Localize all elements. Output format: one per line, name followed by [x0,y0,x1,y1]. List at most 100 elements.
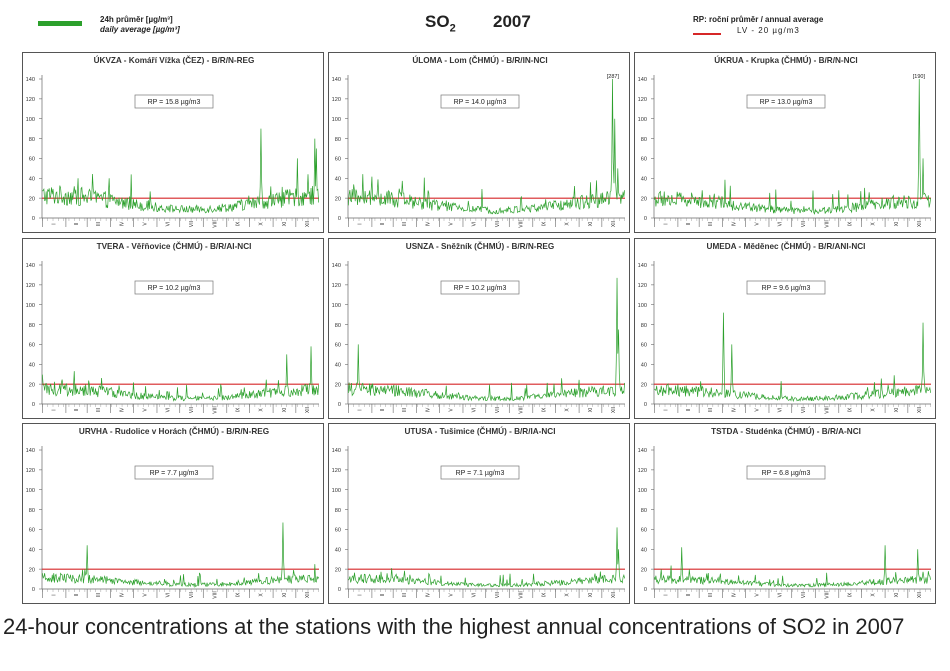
legend-daily-label-en: daily average [µg/m³] [100,25,180,34]
x-month-label: XI [894,593,900,598]
x-month-label: II [74,594,80,597]
rp-box [134,465,214,480]
x-month-label: X [871,408,877,412]
y-tick-label: 100 [26,303,35,309]
y-tick-label: 40 [335,547,341,553]
x-month-label: VII [495,407,501,413]
x-month-label: VII [189,407,195,413]
x-month-label: XII [305,221,311,227]
x-month-label: XII [611,407,617,413]
x-month-label: III [708,222,714,226]
rp-label: RP = 10.2 µg/m3 [454,285,507,292]
x-month-label: V [755,408,761,412]
y-tick-label: 60 [29,157,35,163]
x-month-label: II [686,223,692,226]
x-month-label: IX [542,221,548,226]
x-month-label: VIII [518,220,524,228]
station-chart-svg: USNZA - Sněžník (ČHMÚ) - B/R/N-REG 0 20 40 6… [332,240,625,414]
x-month-label: X [259,408,265,412]
x-month-label: XII [917,407,923,413]
x-month-label: XI [588,222,594,227]
y-tick-label: 80 [335,137,341,143]
x-month-label: II [686,594,692,597]
x-month-label: XI [282,408,288,413]
x-month-label: VII [495,592,501,598]
x-month-label: V [449,408,455,412]
figure-year: 2007 [493,12,531,31]
legend-limit: RP: roční průměr / annual average LV - 2… [693,15,823,35]
station-chart-svg: ÚKVZA - Komáří Vížka (ČEZ) - B/R/N-REG 0 2… [26,54,319,228]
y-tick-label: 80 [29,508,35,514]
x-month-label: VIII [212,406,218,414]
y-tick-label: 120 [26,468,35,474]
x-month-label: IX [542,407,548,412]
y-tick-label: 40 [29,176,35,182]
y-tick-label: 120 [26,283,35,289]
x-month-label: VI [472,593,478,598]
panel-title: ÚKRUA - Krupka (ČHMÚ) - B/R/N-NCI [714,54,857,65]
y-tick-label: 80 [641,508,647,514]
x-month-label: VII [801,221,807,227]
y-tick-label: 140 [638,263,647,269]
x-month-label: IX [848,221,854,226]
station-chart-svg: UMEDA - Měděnec (ČHMÚ) - B/R/ANI-NCI 0 20 4… [638,240,931,414]
x-month-label: X [871,593,877,597]
y-tick-label: 40 [641,547,647,553]
x-month-label: V [143,593,149,597]
x-month-label: III [96,222,102,226]
station-panel: URVHA - Rudolice v Horách (ČHMÚ) - B/R/N… [22,423,324,604]
station-panel: USNZA - Sněžník (ČHMÚ) - B/R/N-REG 0 20 40 6… [328,238,630,419]
y-tick-label: 100 [332,303,341,309]
x-month-label: III [402,408,408,412]
y-tick-label: 0 [338,216,341,222]
x-month-label: VI [778,408,784,413]
station-chart-svg: TSTDA - Studénka (ČHMÚ) - B/R/A-NCI 0 20 40… [638,425,931,599]
x-month-label: X [871,222,877,226]
rp-box [746,465,826,480]
x-month-label: III [402,593,408,597]
station-chart-svg: UTUSA - Tušimice (ČHMÚ) - B/R/IA-NCI 0 20 4… [332,425,625,599]
y-tick-label: 0 [644,402,647,408]
x-month-label: I [663,409,669,410]
x-month-label: XII [611,221,617,227]
x-month-label: IV [731,221,737,226]
y-tick-label: 60 [641,528,647,534]
y-tick-label: 100 [332,117,341,123]
y-tick-label: 60 [335,157,341,163]
y-tick-label: 40 [29,547,35,553]
x-month-label: III [96,593,102,597]
y-tick-label: 20 [29,382,35,388]
x-month-label: X [259,593,265,597]
x-month-label: IV [731,407,737,412]
daily-series-line [348,277,625,402]
panel-title: ÚLOMA - Lom (ČHMÚ) - B/R/IN-NCI [412,54,547,65]
x-month-label: II [686,409,692,412]
x-month-label: VI [166,408,172,413]
x-month-label: VII [495,221,501,227]
x-month-label: IX [848,592,854,597]
y-tick-label: 100 [638,488,647,494]
y-tick-label: 20 [641,567,647,573]
x-month-label: II [380,409,386,412]
panel-title: ÚKVZA - Komáří Vížka (ČEZ) - B/R/N-REG [94,54,255,65]
panel-title: URVHA - Rudolice v Horách (ČHMÚ) - B/R/N… [79,425,269,436]
figure-title: SO2 [425,12,456,34]
rp-label: RP = 15.8 µg/m3 [148,99,201,106]
y-tick-label: 60 [335,343,341,349]
station-chart-svg: ÚKRUA - Krupka (ČHMÚ) - B/R/N-NCI 0 20 40 60… [638,54,931,228]
x-month-label: V [449,593,455,597]
x-month-label: V [755,222,761,226]
x-month-label: XI [282,222,288,227]
y-tick-label: 60 [641,343,647,349]
rp-label: RP = 10.2 µg/m3 [148,285,201,292]
daily-series-line [348,78,625,215]
x-month-label: XI [588,593,594,598]
y-tick-label: 120 [332,468,341,474]
rp-label: RP = 7.7 µg/m3 [150,470,199,477]
y-tick-label: 40 [641,176,647,182]
x-month-label: VII [801,407,807,413]
x-month-label: II [74,223,80,226]
daily-series-line [654,312,931,403]
y-tick-label: 80 [335,508,341,514]
x-month-label: XII [611,592,617,598]
